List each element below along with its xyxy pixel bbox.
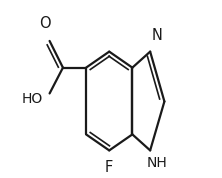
- Text: NH: NH: [147, 156, 168, 170]
- Text: O: O: [39, 16, 51, 31]
- Text: F: F: [105, 160, 113, 175]
- Text: HO: HO: [21, 92, 42, 106]
- Text: N: N: [152, 28, 163, 43]
